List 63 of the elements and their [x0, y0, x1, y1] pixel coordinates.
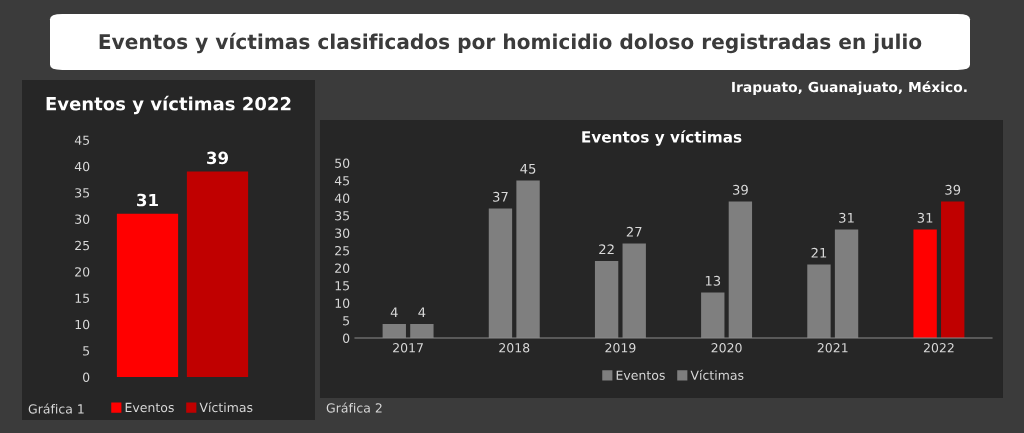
y-tick-label: 30 — [335, 228, 350, 238]
data-label: 21 — [811, 247, 827, 258]
y-tick-label: 35 — [335, 210, 350, 221]
y-tick-label: 15 — [75, 293, 90, 303]
data-label: 31 — [917, 212, 933, 223]
bar — [488, 208, 513, 338]
chart-title: Eventos y víctimas — [582, 130, 742, 146]
y-tick-label: 10 — [335, 298, 350, 308]
data-label: 13 — [705, 275, 721, 286]
y-tick-label: 35 — [75, 188, 90, 198]
x-tick-label: 2018 — [499, 343, 530, 353]
bar — [807, 264, 831, 338]
bar — [622, 243, 646, 338]
y-tick-label: 25 — [75, 240, 90, 251]
y-tick-label: 5 — [343, 316, 350, 326]
text: Gráfica 1 — [28, 403, 84, 414]
data-label: 45 — [520, 163, 536, 174]
data-label: 37 — [493, 191, 508, 202]
bar — [516, 180, 540, 338]
bar — [728, 201, 753, 338]
text: Eventos y víctimas clasificados por homicidio doloso registradas en julio — [99, 32, 922, 54]
y-tick-label: 50 — [335, 158, 350, 168]
y-tick-label: 15 — [335, 281, 350, 291]
text: Irapuato, Guanajuato, México. — [732, 80, 967, 96]
y-tick-label: 25 — [335, 245, 350, 256]
data-label: 31 — [137, 193, 158, 207]
bar — [594, 261, 619, 338]
bar — [701, 292, 725, 338]
y-tick-label: 45 — [74, 135, 90, 145]
legend-label: Víctimas — [199, 401, 253, 413]
bar — [834, 229, 859, 338]
data-label: 39 — [207, 151, 229, 165]
y-tick-label: 10 — [75, 319, 90, 330]
y-tick-label: 20 — [335, 263, 350, 273]
bar — [410, 324, 434, 338]
legend-label: Víctimas — [690, 369, 744, 380]
y-tick-label: 0 — [83, 372, 90, 382]
data-label: 4 — [390, 307, 398, 318]
y-tick-label: 5 — [83, 346, 90, 356]
x-tick-label: 2021 — [817, 343, 848, 353]
y-tick-label: 40 — [334, 193, 350, 203]
chart-title: Eventos y víctimas 2022 — [46, 95, 291, 115]
data-label: 39 — [945, 184, 961, 195]
bar — [382, 324, 406, 338]
data-label: 39 — [733, 184, 748, 195]
y-tick-label: 0 — [343, 333, 350, 343]
x-tick-label: 2017 — [393, 343, 423, 353]
x-tick-label: 2019 — [605, 343, 636, 353]
y-tick-label: 45 — [334, 176, 350, 186]
y-tick-label: 40 — [74, 161, 90, 172]
y-tick-label: 30 — [75, 214, 90, 224]
data-label: 27 — [626, 226, 642, 237]
x-tick-label: 2020 — [711, 343, 742, 353]
data-label: 4 — [418, 307, 426, 318]
data-label: 31 — [839, 212, 854, 223]
text: Gráfica 2 — [326, 402, 382, 413]
legend-label: Eventos — [616, 370, 665, 380]
bar — [941, 201, 965, 338]
x-tick-label: 2022 — [923, 343, 954, 353]
data-label: 22 — [599, 244, 614, 255]
legend-label: Eventos — [125, 402, 174, 413]
bar — [913, 229, 937, 338]
y-tick-label: 20 — [75, 267, 90, 277]
